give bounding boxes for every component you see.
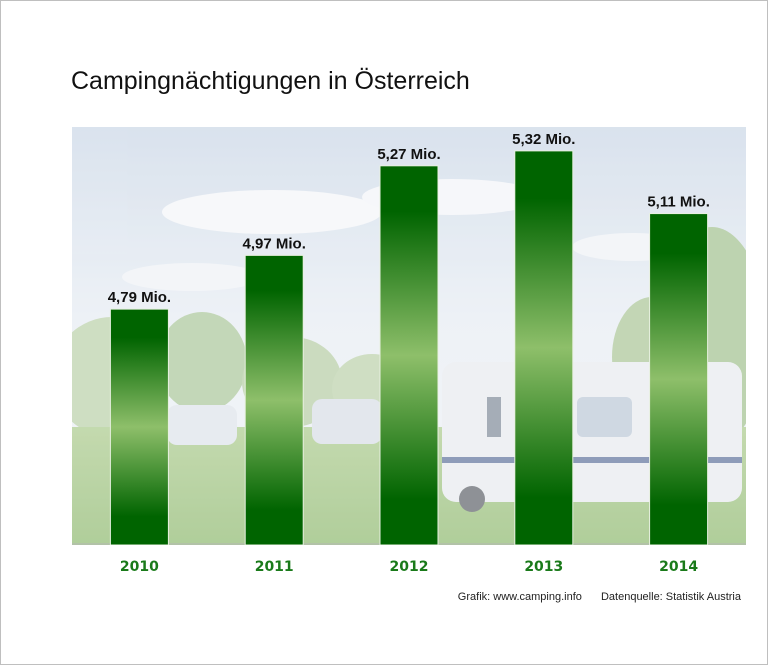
footer-credit: Grafik: www.camping.info [457,591,582,603]
bar-2012 [379,165,439,545]
bar-2010 [109,308,169,545]
bar-2014 [649,213,709,545]
data-label-2012: 5,27 Mio. [377,146,440,163]
data-label-2014: 5,11 Mio. [647,194,710,211]
x-tick-2014: 2014 [659,559,699,575]
x-tick-2012: 2012 [389,559,429,575]
chart-title: Campingnächtigungen in Österreich [71,67,470,95]
data-label-2011: 4,97 Mio. [243,235,306,252]
plot-area: 4,79 Mio. 4,97 Mio. 5,27 Mio. 5,32 Mio. 5,11… [72,127,746,545]
x-tick-2011: 2011 [254,559,294,575]
bars-group [109,150,709,545]
x-tick-2013: 2013 [524,559,564,575]
chart-footer: Grafik: www.camping.info Datenquelle: St… [458,591,741,603]
x-tick-2010: 2010 [119,559,159,575]
chart-svg: 4,79 Mio. 4,97 Mio. 5,27 Mio. 5,32 Mio. 5,11… [72,127,746,545]
bar-2011 [244,254,304,545]
data-labels-group: 4,79 Mio. 4,97 Mio. 5,27 Mio. 5,32 Mio. 5,11… [108,131,710,306]
footer-source: Datenquelle: Statistik Austria [600,591,741,603]
data-label-2013: 5,32 Mio. [512,131,575,148]
data-label-2010: 4,79 Mio. [108,289,171,306]
bar-2013 [514,150,574,545]
